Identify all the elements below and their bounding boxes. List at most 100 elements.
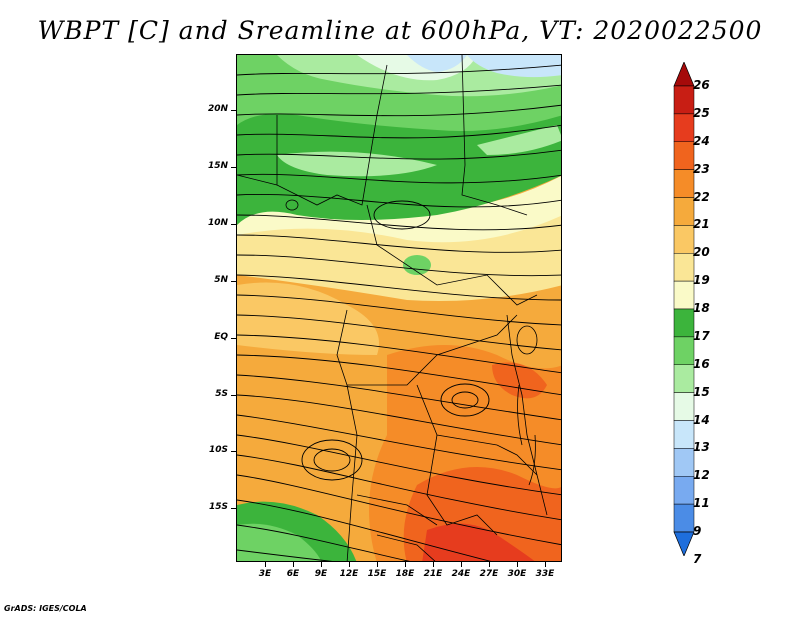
colorbar-swatch bbox=[673, 141, 695, 170]
eddy-streamline bbox=[373, 200, 431, 230]
lat-tick bbox=[231, 508, 236, 509]
border bbox=[356, 494, 438, 526]
border bbox=[376, 534, 436, 561]
colorbar-label: 7 bbox=[693, 551, 702, 566]
streamline bbox=[237, 274, 561, 301]
streamline bbox=[237, 214, 561, 231]
lon-label-15e: 15E bbox=[367, 569, 387, 579]
lat-label-20n: 20N bbox=[207, 104, 228, 114]
lon-tick bbox=[545, 562, 546, 567]
lake bbox=[285, 199, 299, 211]
lon-label-3e: 3E bbox=[258, 569, 272, 579]
lon-tick bbox=[461, 562, 462, 567]
lon-label-27e: 27E bbox=[479, 569, 499, 579]
lon-label-9e: 9E bbox=[314, 569, 328, 579]
streamline bbox=[237, 234, 561, 253]
colorbar-swatch bbox=[673, 448, 695, 477]
lat-tick bbox=[231, 281, 236, 282]
lat-label-10n: 10N bbox=[207, 218, 228, 228]
lat-tick bbox=[231, 110, 236, 111]
lon-tick bbox=[489, 562, 490, 567]
lon-label-21e: 21E bbox=[423, 569, 443, 579]
lat-label-10s: 10S bbox=[208, 445, 228, 455]
field-band-16-inner bbox=[277, 151, 437, 177]
streamline bbox=[237, 84, 561, 96]
lon-tick bbox=[377, 562, 378, 567]
colorbar-label: 13 bbox=[693, 440, 710, 455]
streamline bbox=[237, 254, 561, 277]
lon-label-24e: 24E bbox=[451, 569, 471, 579]
colorbar-label: 12 bbox=[693, 468, 710, 483]
lake bbox=[528, 434, 536, 486]
lake bbox=[517, 384, 523, 446]
lat-tick bbox=[231, 451, 236, 452]
colorbar-label: 23 bbox=[693, 161, 710, 176]
border bbox=[336, 309, 358, 561]
lon-tick bbox=[433, 562, 434, 567]
lon-tick bbox=[517, 562, 518, 567]
streamlines bbox=[237, 64, 561, 561]
border bbox=[461, 55, 528, 216]
field-band-16-east bbox=[477, 125, 561, 155]
colorbar-label: 21 bbox=[693, 217, 710, 232]
streamline bbox=[237, 354, 561, 396]
colorbar-swatch bbox=[673, 197, 695, 226]
lon-label-18e: 18E bbox=[395, 569, 415, 579]
border bbox=[276, 64, 388, 206]
lon-tick bbox=[265, 562, 266, 567]
colorbar bbox=[673, 62, 695, 556]
eddy-streamline bbox=[451, 391, 479, 409]
map-canvas bbox=[237, 55, 561, 561]
lakes bbox=[285, 199, 538, 486]
country-borders bbox=[237, 55, 548, 561]
lon-label-6e: 6E bbox=[286, 569, 300, 579]
lat-label-15n: 15N bbox=[207, 161, 228, 171]
lon-tick bbox=[349, 562, 350, 567]
field-band-16-south bbox=[237, 523, 322, 561]
map-panel bbox=[236, 54, 562, 562]
field-band-24 bbox=[422, 523, 535, 561]
colorbar-label: 19 bbox=[693, 273, 710, 288]
lat-tick bbox=[231, 224, 236, 225]
colorbar-swatch bbox=[673, 225, 695, 254]
field-band-13-east bbox=[467, 55, 561, 78]
lat-label-5s: 5S bbox=[215, 389, 228, 399]
colorbar-label: 22 bbox=[693, 189, 710, 204]
eddy-streamline bbox=[301, 439, 363, 481]
streamline bbox=[237, 64, 561, 76]
lat-label-15s: 15S bbox=[208, 502, 228, 512]
eddy-streamline bbox=[313, 448, 351, 472]
lon-label-33e: 33E bbox=[535, 569, 555, 579]
colorbar-label: 26 bbox=[693, 78, 710, 92]
eddy-streamline bbox=[440, 383, 490, 417]
streamline bbox=[237, 124, 561, 139]
colorbar-swatch bbox=[673, 392, 695, 421]
border bbox=[237, 174, 278, 186]
streamline bbox=[237, 524, 411, 561]
lat-label-5n: 5N bbox=[214, 275, 228, 285]
streamline bbox=[237, 374, 561, 421]
grads-credit: GrADS: IGES/COLA bbox=[4, 604, 87, 613]
colorbar-label: 17 bbox=[693, 328, 710, 343]
streamline bbox=[237, 194, 561, 208]
colorbar-swatch bbox=[673, 253, 695, 282]
lon-tick bbox=[405, 562, 406, 567]
streamline bbox=[237, 414, 561, 471]
colorbar-label: 25 bbox=[693, 105, 710, 120]
colorbar-swatch bbox=[673, 420, 695, 449]
colorbar-swatch bbox=[673, 336, 695, 365]
streamline bbox=[237, 549, 333, 561]
colorbar-label: 18 bbox=[693, 301, 710, 315]
colorbar-swatch bbox=[673, 113, 695, 142]
lon-tick bbox=[293, 562, 294, 567]
lon-tick bbox=[321, 562, 322, 567]
colorbar-swatch bbox=[673, 364, 695, 393]
colorbar-label: 11 bbox=[693, 496, 710, 511]
streamline bbox=[237, 474, 561, 546]
colorbar-bottom-arrow bbox=[673, 531, 695, 556]
colorbar-label: 24 bbox=[693, 133, 710, 148]
border bbox=[416, 384, 538, 476]
colorbar-swatch bbox=[673, 169, 695, 198]
border bbox=[366, 204, 538, 306]
map-title: WBPT [C] and Sreamline at 600hPa, VT: 20… bbox=[37, 16, 763, 45]
